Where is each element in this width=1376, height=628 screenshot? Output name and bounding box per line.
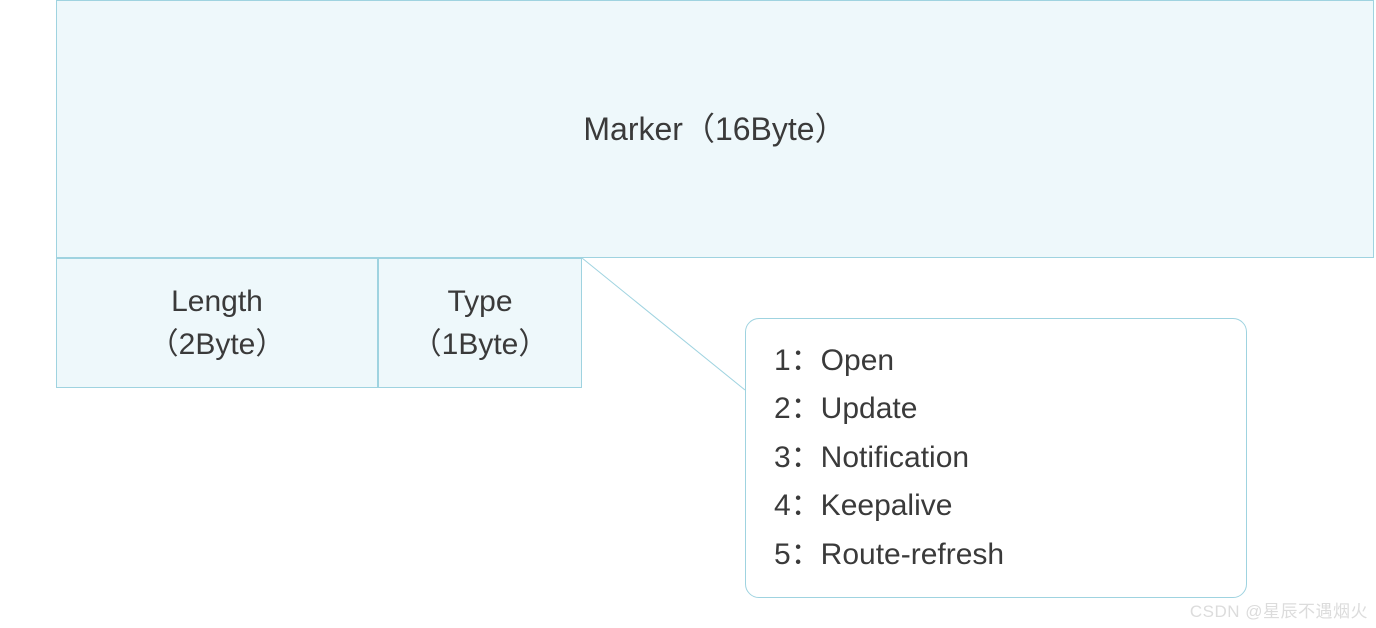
marker-field-label: Marker（16Byte） — [583, 106, 846, 152]
type-field-bytes: （1Byte） — [412, 323, 549, 367]
type-value-1: 1：Open — [774, 337, 1246, 386]
type-values-callout: 1：Open 2：Update 3：Notification 4：Keepali… — [745, 318, 1247, 598]
type-value-4: 4：Keepalive — [774, 482, 1246, 531]
watermark-text: CSDN @星辰不遇烟火 — [1190, 597, 1368, 622]
type-field-box: Type （1Byte） — [378, 258, 582, 388]
type-value-3: 3：Notification — [774, 434, 1246, 483]
length-field-bytes: （2Byte） — [149, 323, 286, 367]
type-value-2: 2：Update — [774, 385, 1246, 434]
length-field-box: Length （2Byte） — [56, 258, 378, 388]
connector-segment — [582, 258, 745, 390]
type-field-label: Type — [412, 280, 549, 324]
marker-field-box: Marker（16Byte） — [56, 0, 1374, 258]
type-value-5: 5：Route-refresh — [774, 531, 1246, 580]
length-field-label: Length — [149, 280, 286, 324]
